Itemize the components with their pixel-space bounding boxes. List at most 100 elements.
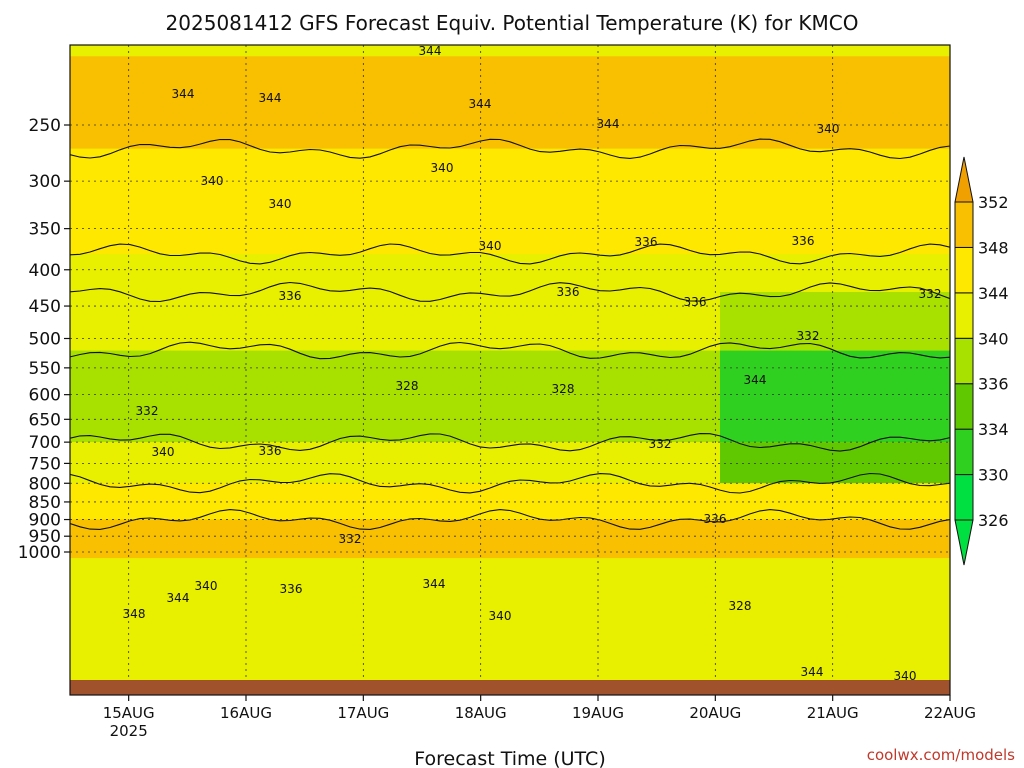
- heatmap-cell: [260, 292, 271, 351]
- heatmap-cell: [380, 292, 391, 351]
- heatmap-cell: [330, 56, 341, 149]
- heatmap-cell: [480, 148, 491, 254]
- heatmap-cell: [670, 483, 681, 520]
- heatmap-cell: [280, 292, 291, 351]
- heatmap-cell: [330, 148, 341, 254]
- heatmap-cell: [270, 483, 281, 520]
- heatmap-cell: [430, 350, 441, 443]
- heatmap-cell: [870, 56, 881, 149]
- heatmap-cell: [540, 56, 551, 149]
- heatmap-cell: [240, 350, 251, 443]
- heatmap-cell: [640, 292, 651, 351]
- heatmap-cell: [920, 519, 931, 559]
- heatmap-cell: [590, 253, 601, 293]
- heatmap-cell: [410, 519, 421, 559]
- heatmap-cell: [800, 442, 811, 484]
- heatmap-cell: [510, 56, 521, 149]
- heatmap-cell: [130, 56, 141, 149]
- heatmap-cell: [420, 350, 431, 443]
- heatmap-cell: [660, 148, 671, 254]
- heatmap-cell: [470, 148, 481, 254]
- heatmap-cell: [840, 56, 851, 149]
- heatmap-cell: [630, 253, 641, 293]
- heatmap-cell: [290, 56, 301, 149]
- heatmap-cell: [770, 442, 781, 484]
- heatmap-cell: [650, 148, 661, 254]
- heatmap-cell: [330, 253, 341, 293]
- heatmap-cell: [300, 148, 311, 254]
- heatmap-cell: [220, 148, 231, 254]
- heatmap-cell: [900, 519, 911, 559]
- contour-line: [70, 341, 950, 360]
- heatmap-cell: [340, 56, 351, 149]
- heatmap-cell: [280, 483, 291, 520]
- heatmap-cell: [580, 519, 591, 559]
- heatmap-cell: [890, 519, 901, 559]
- heatmap-cell: [830, 292, 841, 351]
- heatmap-cell: [360, 350, 371, 443]
- heatmap-cell: [840, 442, 851, 484]
- heatmap-cell: [110, 253, 121, 293]
- heatmap-cell: [270, 148, 281, 254]
- heatmap-cell: [600, 253, 611, 293]
- heatmap-cell: [830, 483, 841, 520]
- heatmap-cell: [640, 350, 651, 443]
- heatmap-cell: [270, 350, 281, 443]
- heatmap-cell: [310, 442, 321, 484]
- heatmap-cell: [170, 253, 181, 293]
- heatmap-cell: [810, 442, 821, 484]
- x-tick-label: 16AUG: [220, 704, 272, 722]
- heatmap-cell: [890, 253, 901, 293]
- heatmap-cell: [880, 292, 891, 351]
- heatmap-cell: [430, 253, 441, 293]
- heatmap-cell: [150, 253, 161, 293]
- heatmap-cell: [760, 350, 771, 443]
- heatmap-cell: [890, 350, 901, 443]
- contour-label: 340: [431, 161, 454, 175]
- heatmap-cell: [780, 253, 791, 293]
- heatmap-cell: [620, 442, 631, 484]
- colorbar-swatch: [954, 246, 974, 294]
- heatmap-cell: [290, 148, 301, 254]
- heatmap-cell: [310, 292, 321, 351]
- heatmap-cell: [90, 253, 101, 293]
- heatmap-cell: [380, 442, 391, 484]
- heatmap-cell: [940, 292, 950, 351]
- heatmap-cell: [250, 253, 261, 293]
- heatmap-cell: [470, 483, 481, 520]
- heatmap-cell: [730, 350, 741, 443]
- heatmap-cell: [350, 253, 361, 293]
- heatmap-cell: [790, 253, 801, 293]
- heatmap-cell: [820, 442, 831, 484]
- heatmap-cell: [240, 442, 251, 484]
- heatmap-cell: [170, 292, 181, 351]
- heatmap-cell: [460, 483, 471, 520]
- heatmap-cell: [360, 253, 371, 293]
- heatmap-cell: [750, 350, 761, 443]
- heatmap-cell: [900, 483, 911, 520]
- heatmap-cell: [590, 292, 601, 351]
- y-tick-label: 300: [29, 172, 61, 192]
- heatmap-cell: [370, 148, 381, 254]
- heatmap-cell: [210, 253, 221, 293]
- heatmap-cell: [770, 350, 781, 443]
- heatmap-cell: [750, 442, 761, 484]
- heatmap-cell: [930, 56, 941, 149]
- heatmap-cell: [810, 253, 821, 293]
- heatmap-cell: [390, 350, 401, 443]
- heatmap-cell: [840, 519, 851, 559]
- heatmap-cell: [460, 148, 471, 254]
- heatmap-cell: [730, 56, 741, 149]
- heatmap-cell: [80, 292, 91, 351]
- heatmap-cell: [340, 350, 351, 443]
- heatmap-cell: [800, 253, 811, 293]
- heatmap-cell: [460, 442, 471, 484]
- heatmap-cell: [360, 519, 371, 559]
- heatmap-cell: [120, 292, 131, 351]
- y-tick-label: 700: [29, 433, 61, 453]
- heatmap-cell: [700, 148, 711, 254]
- heatmap-cell: [270, 519, 281, 559]
- heatmap-cell: [550, 56, 561, 149]
- contour-label: 348: [123, 607, 146, 621]
- heatmap-cell: [340, 148, 351, 254]
